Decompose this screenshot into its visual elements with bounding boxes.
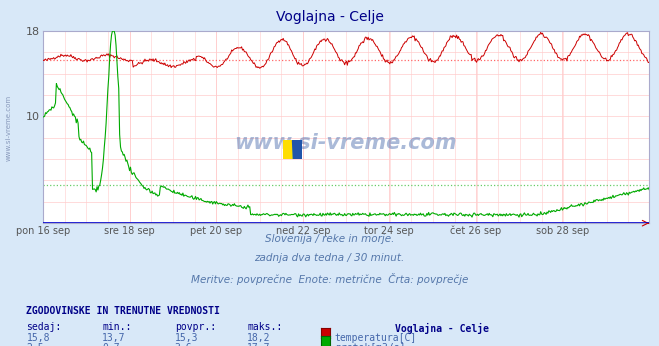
Polygon shape	[283, 140, 293, 159]
Text: sedaj:: sedaj:	[26, 322, 61, 333]
Text: 15,3: 15,3	[175, 333, 198, 343]
Text: Meritve: povprečne  Enote: metrične  Črta: povprečje: Meritve: povprečne Enote: metrične Črta:…	[191, 273, 468, 285]
Text: www.si-vreme.com: www.si-vreme.com	[5, 95, 11, 161]
Text: 13,7: 13,7	[102, 333, 126, 343]
Text: povpr.:: povpr.:	[175, 322, 215, 333]
Text: www.si-vreme.com: www.si-vreme.com	[235, 133, 457, 153]
Text: 15,8: 15,8	[26, 333, 50, 343]
Text: 18,2: 18,2	[247, 333, 271, 343]
Text: ZGODOVINSKE IN TRENUTNE VREDNOSTI: ZGODOVINSKE IN TRENUTNE VREDNOSTI	[26, 306, 220, 316]
Text: 2,5: 2,5	[26, 343, 44, 346]
Text: Voglajna - Celje: Voglajna - Celje	[395, 322, 490, 334]
Polygon shape	[292, 140, 302, 159]
Text: 0,7: 0,7	[102, 343, 120, 346]
Text: pretok[m3/s]: pretok[m3/s]	[335, 343, 405, 346]
Text: 17,7: 17,7	[247, 343, 271, 346]
Text: min.:: min.:	[102, 322, 132, 333]
Text: Slovenija / reke in morje.: Slovenija / reke in morje.	[265, 234, 394, 244]
Text: maks.:: maks.:	[247, 322, 282, 333]
Text: Voglajna - Celje: Voglajna - Celje	[275, 10, 384, 24]
Polygon shape	[293, 140, 302, 159]
Text: 3,6: 3,6	[175, 343, 192, 346]
Text: zadnja dva tedna / 30 minut.: zadnja dva tedna / 30 minut.	[254, 253, 405, 263]
Text: temperatura[C]: temperatura[C]	[335, 333, 417, 343]
